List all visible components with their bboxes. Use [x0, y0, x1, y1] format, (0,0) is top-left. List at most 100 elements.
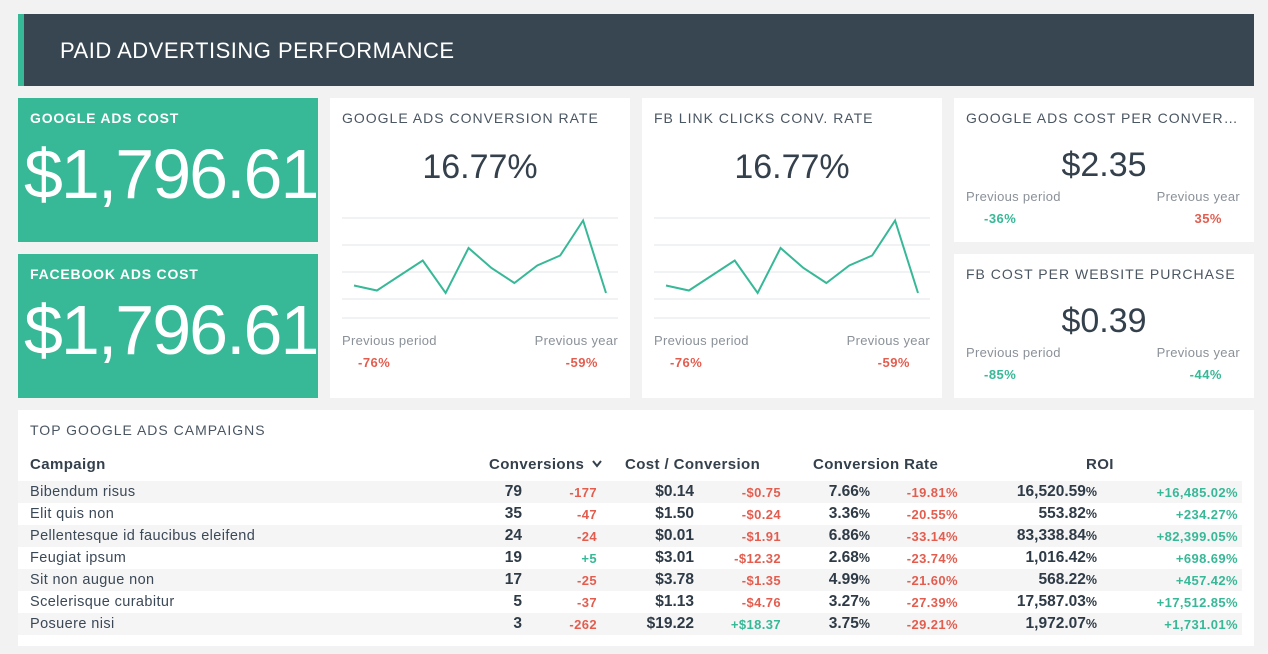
conversion-rate-number: 3.75 [828, 615, 859, 632]
cost-per-conversion-change: +$18.37 [730, 617, 781, 632]
campaign-name: Bibendum risus [30, 484, 136, 500]
campaign-name: Elit quis non [30, 506, 115, 522]
conversion-rate-number: 7.66 [828, 483, 859, 500]
previous-year-value: -59% [877, 355, 910, 370]
dashboard-header: PAID ADVERTISING PERFORMANCE [18, 14, 1254, 86]
table-row[interactable]: Scelerisque curabitur 5 -37 $1.13 -$4.76 3.27… [18, 591, 1242, 613]
conversions-change: +5 [581, 551, 597, 566]
google-ads-cost-card[interactable]: GOOGLE ADS COST $1,796.61 [18, 98, 319, 242]
conversion-rate-value: 4.99% [828, 571, 870, 588]
table-row[interactable]: Pellentesque id faucibus eleifend 24 -24 $0… [18, 525, 1242, 547]
conversion-rate-number: 3.36 [828, 505, 859, 522]
roi-value: 568.22% [1038, 571, 1097, 588]
roi-value: 17,587.03% [1016, 593, 1097, 610]
conversions-change: -24 [577, 529, 597, 544]
table-row[interactable]: Bibendum risus 79 -177 $0.14 -$0.75 7.66% -19.… [18, 481, 1242, 503]
previous-period-value: -76% [670, 355, 703, 370]
cost-per-conversion-value: $0.14 [655, 483, 694, 500]
conversions-change: -262 [569, 617, 597, 632]
card-label: FACEBOOK ADS COST [30, 266, 199, 282]
roi-value: 1,016.42% [1025, 549, 1097, 566]
roi-change: +234.27% [1175, 507, 1238, 522]
conversion-rate-number: 3.27 [828, 593, 859, 610]
facebook-ads-cost-card[interactable]: FACEBOOK ADS COST $1,796.61 [18, 254, 319, 398]
previous-period-label: Previous period [966, 189, 1061, 204]
previous-period-value: -85% [984, 367, 1017, 382]
conversions-change: -25 [577, 573, 597, 588]
column-header-roi[interactable]: ROI [1086, 456, 1114, 473]
card-value: $2.35 [1061, 146, 1147, 184]
campaign-name: Posuere nisi [30, 616, 115, 632]
conversion-rate-change: -23.74% [906, 551, 958, 566]
conversion-rate-change: -20.55% [906, 507, 958, 522]
conversion-rate-number: 6.86 [828, 527, 859, 544]
column-header-conversions[interactable]: Conversions [489, 456, 603, 473]
conversions-change: -177 [569, 485, 597, 500]
conversion-rate-change: -29.21% [906, 617, 958, 632]
column-header-cost-per-conversion[interactable]: Cost / Conversion [625, 456, 761, 473]
roi-change: +1,731.01% [1164, 617, 1238, 632]
top-campaigns-table: TOP GOOGLE ADS CAMPAIGNS Campaign Conver… [18, 410, 1254, 646]
card-label: GOOGLE ADS CONVERSION RATE [342, 110, 599, 126]
card-value: $1,796.61 [24, 291, 319, 369]
card-label: GOOGLE ADS COST PER CONVERSION [966, 110, 1246, 126]
conversions-value: 5 [513, 593, 522, 610]
cost-per-conversion-change: -$0.75 [741, 485, 781, 500]
previous-year-label: Previous year [1156, 345, 1240, 360]
card-label: FB COST PER WEBSITE PURCHASE [966, 266, 1236, 282]
cost-per-conversion-value: $1.13 [655, 593, 694, 610]
conversion-rate-change: -19.81% [906, 485, 958, 500]
roi-number: 568.22 [1038, 571, 1086, 588]
conversions-value: 3 [513, 615, 522, 632]
conversion-rate-number: 4.99 [828, 571, 859, 588]
conversion-rate-change: -27.39% [906, 595, 958, 610]
roi-value: 83,338.84% [1016, 527, 1097, 544]
column-header-label: Conversions [489, 456, 585, 473]
campaign-name: Feugiat ipsum [30, 550, 127, 566]
cost-per-conversion-change: -$1.91 [741, 529, 781, 544]
conversion-rate-value: 7.66% [828, 483, 870, 500]
conversions-value: 79 [504, 483, 522, 500]
conversions-value: 24 [504, 527, 522, 544]
conversions-change: -37 [577, 595, 597, 610]
column-header-conversion-rate[interactable]: Conversion Rate [813, 456, 939, 473]
conversion-rate-change: -33.14% [906, 529, 958, 544]
conversion-rate-change: -21.60% [906, 573, 958, 588]
card-value: 16.77% [734, 148, 850, 186]
table-row[interactable]: Posuere nisi 3 -262 $19.22 +$18.37 3.75% -29.2… [18, 613, 1242, 635]
roi-number: 553.82 [1038, 505, 1086, 522]
column-header-campaign[interactable]: Campaign [30, 456, 106, 473]
google-cost-per-conversion-card[interactable]: GOOGLE ADS COST PER CONVERSION $2.35 Pre… [954, 98, 1254, 242]
roi-number: 83,338.84 [1016, 527, 1086, 544]
previous-year-label: Previous year [534, 333, 618, 348]
fb-cost-per-purchase-card[interactable]: FB COST PER WEBSITE PURCHASE $0.39 Previ… [954, 254, 1254, 398]
conversions-value: 19 [504, 549, 522, 566]
card-value: $0.39 [1061, 302, 1147, 340]
table-row[interactable]: Sit non augue non 17 -25 $3.78 -$1.35 4.99% -2… [18, 569, 1242, 591]
sparkline-series [665, 218, 919, 295]
card-value: $1,796.61 [24, 135, 319, 213]
cost-per-conversion-value: $3.01 [655, 549, 694, 566]
previous-year-value: -44% [1189, 367, 1222, 382]
sparkline-chart [342, 217, 618, 319]
roi-number: 16,520.59 [1016, 483, 1086, 500]
campaign-name: Pellentesque id faucibus eleifend [30, 528, 256, 544]
table-row[interactable]: Feugiat ipsum 19 +5 $3.01 -$12.32 2.68% -23.74… [18, 547, 1242, 569]
fb-conversion-rate-card[interactable]: FB LINK CLICKS CONV. RATE 16.77% Previou… [642, 98, 942, 398]
previous-year-label: Previous year [1156, 189, 1240, 204]
table-row[interactable]: Elit quis non 35 -47 $1.50 -$0.24 3.36% -20.55… [18, 503, 1242, 525]
table-title: TOP GOOGLE ADS CAMPAIGNS [30, 422, 266, 438]
card-label: FB LINK CLICKS CONV. RATE [654, 110, 874, 126]
previous-period-label: Previous period [966, 345, 1061, 360]
conversions-value: 17 [504, 571, 522, 588]
google-conversion-rate-card[interactable]: GOOGLE ADS CONVERSION RATE 16.77% Previo… [330, 98, 630, 398]
previous-period-value: -36% [984, 211, 1017, 226]
campaign-name: Scelerisque curabitur [30, 594, 175, 610]
cost-per-conversion-change: -$1.35 [741, 573, 781, 588]
roi-value: 16,520.59% [1016, 483, 1097, 500]
sparkline-series [353, 218, 607, 295]
roi-change: +457.42% [1175, 573, 1238, 588]
card-value: 16.77% [422, 148, 538, 186]
previous-year-value: 35% [1194, 211, 1222, 226]
sparkline-chart [654, 217, 930, 319]
